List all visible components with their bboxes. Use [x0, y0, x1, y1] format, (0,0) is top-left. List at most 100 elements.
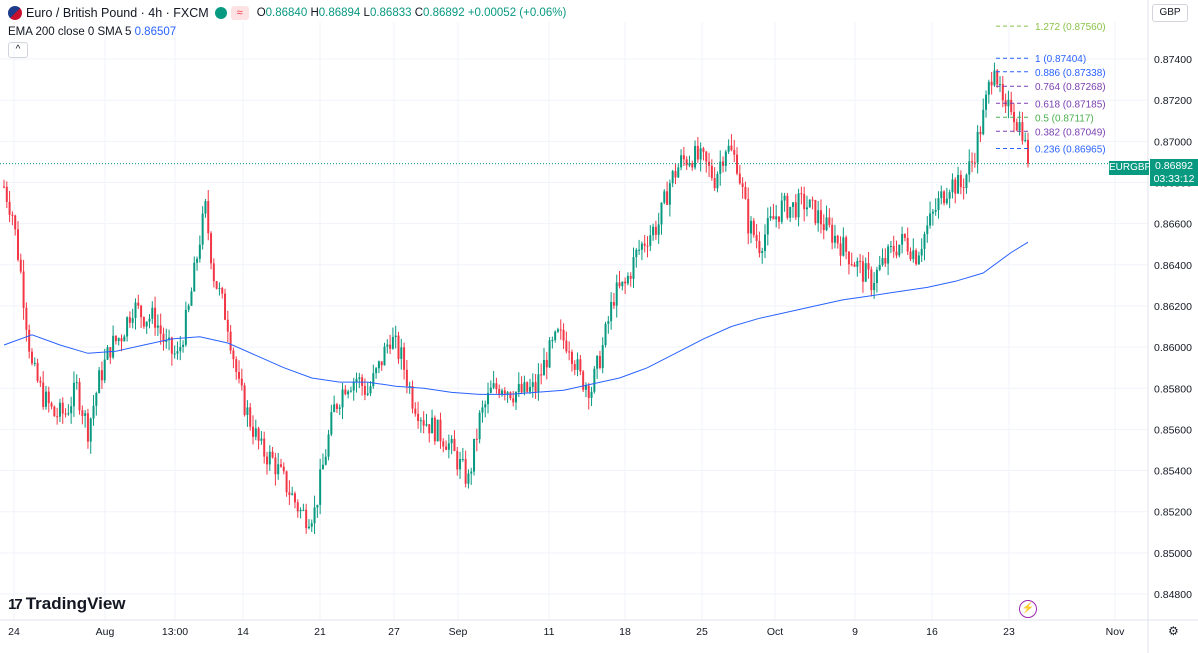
candle-up[interactable] — [33, 362, 36, 364]
candle-up[interactable] — [537, 374, 540, 392]
candle-down[interactable] — [86, 413, 89, 442]
candle-up[interactable] — [425, 424, 428, 426]
candle-down[interactable] — [61, 402, 64, 414]
candle-up[interactable] — [198, 244, 201, 259]
candle-up[interactable] — [548, 340, 551, 368]
candle-up[interactable] — [165, 340, 168, 342]
candle-down[interactable] — [288, 492, 291, 495]
candle-up[interactable] — [201, 213, 204, 245]
candle-up[interactable] — [764, 234, 767, 251]
candle-up[interactable] — [515, 392, 517, 403]
candle-up[interactable] — [677, 167, 680, 178]
candle-down[interactable] — [674, 171, 677, 178]
candle-up[interactable] — [184, 309, 187, 345]
candle-up[interactable] — [671, 171, 674, 184]
candle-down[interactable] — [618, 282, 621, 287]
candle-down[interactable] — [335, 404, 338, 409]
candle-down[interactable] — [64, 413, 67, 415]
candle-up[interactable] — [299, 509, 302, 512]
candle-down[interactable] — [252, 426, 255, 437]
candle-up[interactable] — [156, 325, 159, 328]
candle-up[interactable] — [523, 382, 526, 393]
candle-up[interactable] — [1018, 122, 1021, 131]
candle-down[interactable] — [811, 199, 814, 201]
candle-down[interactable] — [42, 382, 45, 407]
candle-down[interactable] — [990, 81, 993, 86]
candle-up[interactable] — [501, 390, 504, 395]
candle-down[interactable] — [274, 457, 277, 475]
candle-up[interactable] — [419, 420, 422, 422]
candle-up[interactable] — [204, 201, 207, 214]
candle-down[interactable] — [587, 385, 590, 398]
candle-down[interactable] — [1021, 122, 1024, 141]
candle-down[interactable] — [414, 408, 417, 414]
candle-down[interactable] — [422, 420, 425, 426]
candle-down[interactable] — [847, 251, 850, 265]
candle-down[interactable] — [453, 438, 456, 452]
candle-up[interactable] — [268, 451, 271, 465]
candle-up[interactable] — [797, 193, 800, 218]
candle-down[interactable] — [363, 386, 366, 395]
candle-down[interactable] — [243, 385, 246, 415]
candle-up[interactable] — [920, 248, 923, 256]
candle-up[interactable] — [506, 392, 509, 395]
candle-down[interactable] — [293, 493, 296, 503]
candle-down[interactable] — [520, 383, 523, 393]
candle-up[interactable] — [889, 245, 892, 247]
candle-down[interactable] — [915, 250, 918, 265]
candle-up[interactable] — [487, 392, 490, 405]
candle-down[interactable] — [691, 163, 694, 168]
candle-down[interactable] — [943, 191, 946, 204]
candle-down[interactable] — [154, 307, 157, 328]
ema-200-line[interactable] — [3, 241, 1029, 395]
candle-down[interactable] — [752, 220, 755, 235]
candle-up[interactable] — [1007, 99, 1010, 107]
candle-up[interactable] — [976, 131, 979, 163]
candle-down[interactable] — [624, 281, 627, 284]
candle-down[interactable] — [559, 329, 562, 331]
candle-down[interactable] — [845, 237, 848, 252]
candle-up[interactable] — [694, 145, 697, 168]
candle-up[interactable] — [842, 237, 845, 256]
candle-down[interactable] — [212, 263, 215, 282]
candle-up[interactable] — [316, 504, 319, 508]
candle-up[interactable] — [112, 335, 115, 358]
candle-up[interactable] — [67, 413, 70, 415]
candle-down[interactable] — [909, 251, 912, 260]
candle-up[interactable] — [473, 438, 476, 472]
candle-up[interactable] — [70, 406, 73, 414]
candle-down[interactable] — [100, 370, 103, 381]
candle-down[interactable] — [828, 217, 831, 225]
candle-up[interactable] — [75, 382, 78, 384]
candle-down[interactable] — [142, 317, 145, 327]
candle-down[interactable] — [159, 325, 162, 334]
candle-down[interactable] — [47, 391, 50, 404]
candle-up[interactable] — [131, 318, 134, 323]
candle-down[interactable] — [232, 350, 235, 360]
candle-down[interactable] — [305, 509, 308, 529]
candle-up[interactable] — [833, 235, 836, 243]
candle-up[interactable] — [484, 404, 487, 408]
candle-down[interactable] — [1010, 99, 1013, 112]
candle-up[interactable] — [123, 336, 126, 342]
candle-up[interactable] — [313, 507, 316, 524]
candle-down[interactable] — [747, 198, 750, 234]
candle-up[interactable] — [478, 412, 481, 440]
candle-up[interactable] — [965, 174, 968, 189]
candle-down[interactable] — [380, 361, 383, 366]
candle-up[interactable] — [775, 216, 778, 220]
candle-down[interactable] — [582, 371, 585, 390]
candle-down[interactable] — [822, 224, 825, 231]
candle-down[interactable] — [271, 451, 274, 458]
candle-up[interactable] — [699, 148, 702, 160]
candle-down[interactable] — [403, 347, 406, 370]
candle-down[interactable] — [545, 360, 548, 368]
candle-down[interactable] — [1015, 122, 1018, 131]
candle-up[interactable] — [987, 81, 990, 95]
candle-down[interactable] — [540, 374, 543, 376]
candle-down[interactable] — [1013, 111, 1016, 123]
candle-down[interactable] — [867, 263, 870, 270]
candle-up[interactable] — [917, 255, 920, 265]
currency-selector[interactable]: GBP — [1152, 4, 1188, 22]
candle-up[interactable] — [377, 361, 380, 369]
